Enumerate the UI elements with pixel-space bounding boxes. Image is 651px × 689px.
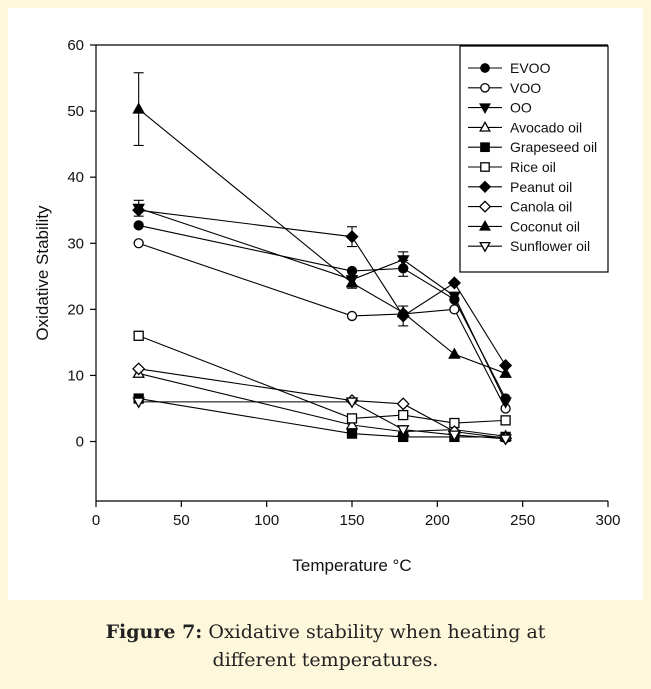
- caption-text-1: Oxidative stability when heating at: [202, 621, 546, 643]
- series-line-peanut-oil: [138, 209, 507, 366]
- legend-marker: [480, 63, 490, 73]
- legend-marker: [480, 162, 490, 172]
- series-rice-oil: [133, 330, 511, 429]
- figure-panel: 0 10 20 30 40 50 60 0 50 100 150 200 250 300 Temperatu…: [8, 8, 643, 600]
- legend-label: Avocado oil: [510, 119, 582, 135]
- data-point-canola-oil: [132, 362, 146, 376]
- legend-marker: [479, 220, 491, 231]
- y-tick-label: 30: [67, 235, 84, 252]
- series-coconut-oil: [132, 72, 512, 378]
- oxidative-stability-chart: 0 10 20 30 40 50 60 0 50 100 150 200 250 300 Temperatu…: [33, 37, 621, 575]
- x-tick-label: 300: [595, 512, 620, 529]
- data-point-sunflower-oil: [448, 430, 461, 442]
- legend-item-grapeseed-oil: Grapeseed oil: [468, 139, 597, 155]
- x-tick-label: 150: [339, 512, 364, 529]
- series-line-coconut-oil: [138, 108, 506, 374]
- legend-item-canola-oil: Canola oil: [468, 199, 572, 215]
- legend-marker: [478, 200, 492, 213]
- data-point-grapeseed-oil: [346, 428, 358, 439]
- data-point-evoo: [133, 220, 144, 231]
- data-point-sunflower-oil: [345, 397, 359, 409]
- legend-item-peanut-oil: Peanut oil: [468, 179, 572, 195]
- legend-marker: [479, 241, 491, 253]
- data-point-rice-oil: [500, 415, 511, 426]
- x-tick-label: 100: [254, 512, 279, 529]
- legend-label: Peanut oil: [510, 179, 572, 195]
- data-point-sunflower-oil: [499, 434, 512, 446]
- legend-item-coconut-oil: Coconut oil: [468, 218, 580, 234]
- x-tick-label: 250: [510, 512, 535, 529]
- legend-label: Canola oil: [510, 199, 572, 215]
- data-point-peanut-oil: [132, 203, 146, 217]
- legend-label: VOO: [510, 80, 541, 96]
- series-line-rice-oil: [138, 335, 506, 424]
- y-axis-title: Oxidative Stability: [33, 205, 52, 341]
- data-point-rice-oil: [398, 409, 409, 421]
- legend-marker: [479, 103, 491, 114]
- data-point-evoo: [346, 265, 358, 277]
- legend-label: Coconut oil: [510, 218, 580, 234]
- legend-label: EVOO: [510, 60, 551, 76]
- x-axis-title: Temperature °C: [292, 556, 411, 575]
- x-tick-label: 50: [173, 512, 190, 529]
- legend-item-evoo: EVOO: [468, 60, 551, 76]
- series-group: [132, 72, 513, 446]
- data-point-oo: [448, 291, 461, 303]
- data-point-coconut-oil: [396, 305, 410, 318]
- caption-figure-label: Figure 7:: [105, 621, 203, 643]
- data-point-sunflower-oil: [396, 425, 410, 437]
- y-tick-label: 20: [67, 301, 84, 318]
- legend-item-voo: VOO: [468, 80, 541, 96]
- series-line-voo: [138, 242, 507, 409]
- legend-label: Sunflower oil: [510, 238, 590, 254]
- legend-item-sunflower-oil: Sunflower oil: [468, 238, 590, 254]
- data-point-oo: [499, 397, 512, 409]
- data-point-voo: [133, 238, 144, 249]
- legend-marker: [480, 142, 490, 153]
- data-point-peanut-oil: [447, 276, 461, 290]
- legend-marker: [479, 121, 491, 132]
- legend-label: OO: [510, 100, 532, 116]
- caption-line-2: different temperatures.: [212, 649, 439, 671]
- y-tick-label: 40: [67, 169, 84, 186]
- data-point-canola-oil: [396, 397, 410, 411]
- series-sunflower-oil: [132, 397, 512, 446]
- data-point-peanut-oil: [345, 230, 359, 244]
- figure-caption: Figure 7: Oxidative stability when heati…: [0, 618, 651, 674]
- x-tick-label: 0: [92, 512, 100, 529]
- y-tick-label: 60: [67, 37, 84, 54]
- series-peanut-oil: [132, 203, 513, 373]
- legend-item-oo: OO: [468, 100, 532, 116]
- caption-line-1: Figure 7: Oxidative stability when heati…: [0, 618, 651, 646]
- y-tick-label: 10: [67, 367, 84, 384]
- x-tick-label: 200: [425, 512, 450, 529]
- legend: EVOO VOO OO Avocado oil Grapeseed oil Rice oi…: [459, 45, 609, 273]
- legend-marker: [478, 180, 492, 193]
- data-point-rice-oil: [346, 413, 358, 424]
- legend-item-avocado-oil: Avocado oil: [468, 119, 582, 135]
- axes-group: 0 10 20 30 40 50 60 0 50 100 150 200 250 300 Temperatu…: [33, 37, 621, 575]
- data-point-voo: [346, 310, 358, 322]
- data-point-sunflower-oil: [132, 397, 145, 409]
- legend-label: Rice oil: [510, 159, 556, 175]
- data-point-coconut-oil: [132, 102, 145, 114]
- data-point-oo: [396, 255, 410, 267]
- y-tick-label: 0: [76, 434, 84, 451]
- y-tick-label: 50: [67, 103, 84, 120]
- data-point-coconut-oil: [345, 276, 359, 288]
- data-point-voo: [449, 304, 460, 315]
- legend-item-rice-oil: Rice oil: [468, 159, 556, 175]
- legend-label: Grapeseed oil: [510, 139, 597, 155]
- data-point-coconut-oil: [448, 347, 461, 359]
- data-point-coconut-oil: [499, 366, 512, 378]
- data-point-rice-oil: [133, 330, 144, 341]
- legend-marker: [480, 82, 490, 93]
